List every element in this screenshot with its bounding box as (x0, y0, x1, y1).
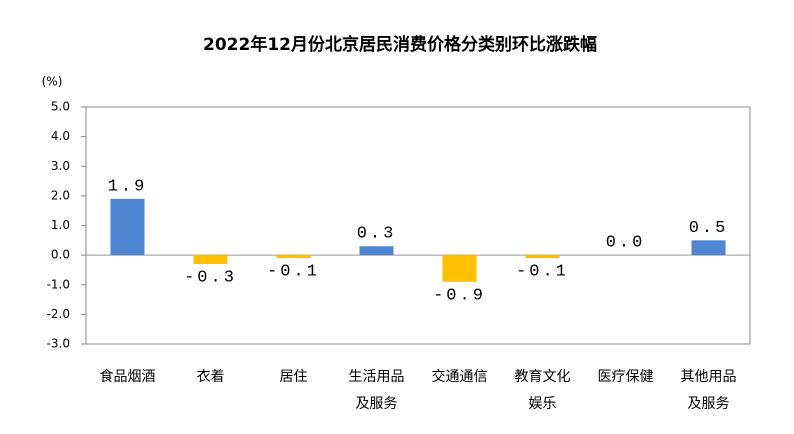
value-label: 0.5 (689, 219, 729, 238)
value-label: -0.3 (184, 268, 237, 287)
value-label: 0.3 (357, 225, 397, 244)
bar (110, 198, 145, 256)
bar (525, 255, 560, 259)
bar (359, 246, 394, 256)
x-tick-label: 居住 (280, 369, 308, 385)
bar (276, 255, 311, 259)
bar (193, 255, 228, 265)
bar (442, 255, 477, 282)
y-tick-label: 5.0 (51, 100, 70, 114)
y-tick-label: 1.0 (51, 218, 70, 232)
value-label: 0.0 (606, 234, 646, 253)
value-label: -0.9 (433, 286, 486, 305)
y-unit: (%) (42, 75, 63, 89)
y-tick-label: -2.0 (47, 307, 70, 321)
x-tick-label: 衣着 (197, 369, 225, 385)
y-tick-label: 3.0 (51, 159, 70, 173)
y-tick-label: 2.0 (51, 188, 70, 202)
x-tick-label: 其他用品及服务 (681, 369, 737, 412)
y-tick-label: 0.0 (51, 248, 70, 262)
plot-frame (85, 106, 751, 345)
y-tick-label: 4.0 (51, 129, 70, 143)
x-tick-label: 交通通信 (432, 368, 488, 385)
y-tick-label: -1.0 (47, 277, 70, 291)
x-tick-label: 生活用品及服务 (349, 369, 405, 412)
value-label: -0.1 (516, 263, 569, 282)
bar (691, 240, 726, 256)
x-tick-label: 医疗保健 (598, 369, 654, 385)
chart-title: 2022年12月份北京居民消费价格分类别环比涨跌幅 (203, 34, 597, 55)
value-label: 1.9 (108, 177, 148, 196)
value-label: -0.1 (267, 263, 320, 282)
x-tick-label: 食品烟酒 (100, 368, 156, 385)
x-tick-label: 教育文化娱乐 (515, 369, 571, 412)
y-tick-label: -3.0 (47, 337, 70, 351)
